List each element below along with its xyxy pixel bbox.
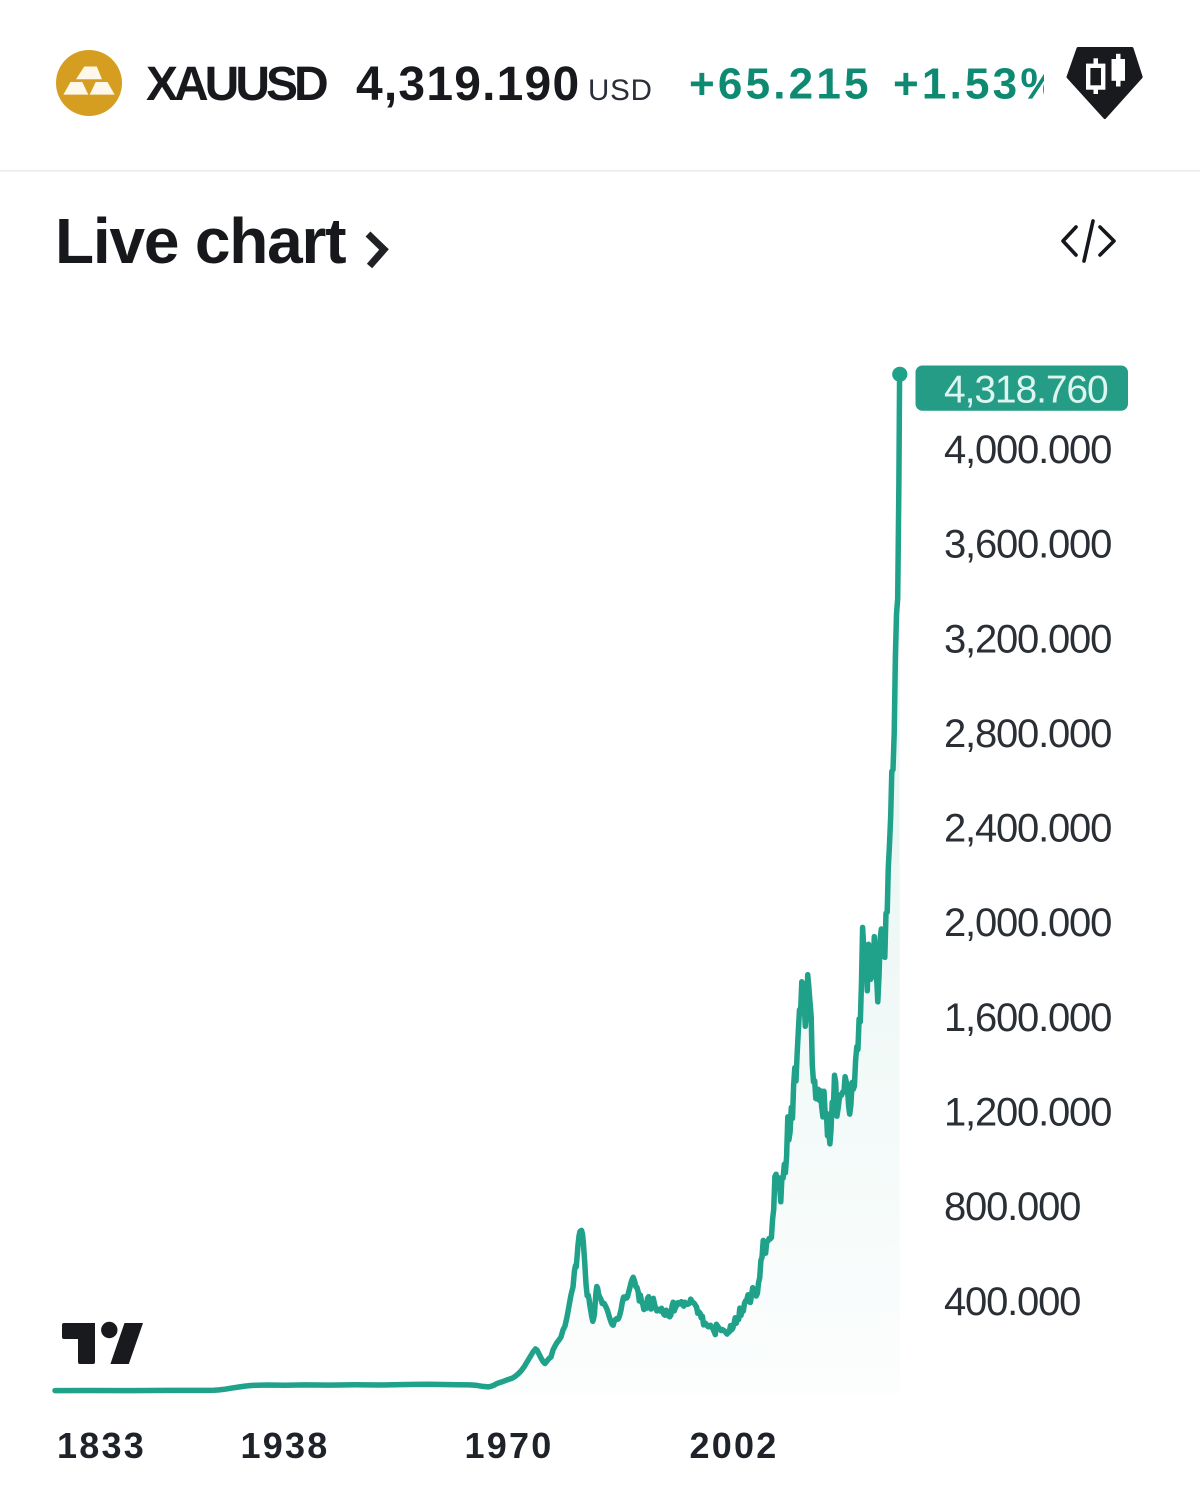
- svg-text:2,400.000: 2,400.000: [944, 807, 1111, 851]
- svg-text:USD: USD: [588, 74, 653, 107]
- svg-text:4,318.760: 4,318.760: [944, 369, 1108, 412]
- svg-text:3,600.000: 3,600.000: [944, 523, 1111, 567]
- svg-text:2,800.000: 2,800.000: [944, 712, 1111, 756]
- svg-text:400.000: 400.000: [944, 1280, 1080, 1324]
- svg-text:800.000: 800.000: [944, 1185, 1080, 1229]
- svg-text:1,200.000: 1,200.000: [944, 1091, 1111, 1135]
- svg-text:4,319.190: 4,319.190: [356, 58, 580, 111]
- svg-text:XAUUSD: XAUUSD: [146, 58, 327, 111]
- svg-text:Live chart: Live chart: [55, 205, 346, 277]
- svg-text:2002: 2002: [690, 1425, 779, 1466]
- svg-text:1833: 1833: [57, 1425, 146, 1466]
- svg-text:1970: 1970: [465, 1425, 554, 1466]
- svg-text:+1.53%: +1.53%: [893, 60, 1063, 109]
- svg-text:1938: 1938: [241, 1425, 330, 1466]
- svg-text:2,000.000: 2,000.000: [944, 901, 1111, 945]
- svg-text:+65.215: +65.215: [689, 60, 872, 109]
- svg-text:3,200.000: 3,200.000: [944, 617, 1111, 661]
- svg-text:4,000.000: 4,000.000: [944, 428, 1111, 472]
- svg-text:1,600.000: 1,600.000: [944, 996, 1111, 1040]
